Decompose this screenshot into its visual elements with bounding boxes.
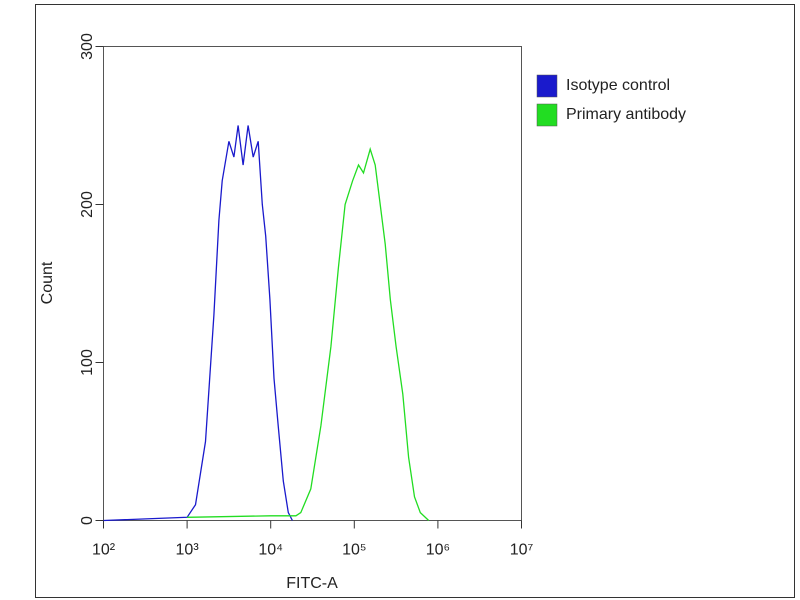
plot-area — [103, 46, 522, 521]
y-tick-label: 0 — [79, 516, 96, 525]
y-tick-label: 200 — [79, 191, 96, 218]
x-axis-label: FITC-A — [286, 575, 338, 592]
x-tick-label: 10⁴ — [258, 542, 283, 559]
legend-swatch — [536, 74, 558, 98]
frame — [35, 4, 795, 598]
legend-label: Isotype control — [566, 77, 670, 94]
histogram-line — [103, 125, 293, 522]
x-tick-label: 10⁶ — [426, 542, 450, 559]
x-tick-label: 10⁵ — [342, 542, 366, 559]
y-tick-label: 300 — [79, 33, 96, 60]
y-axis-label: Count — [39, 261, 56, 304]
x-tick-label: 10² — [92, 542, 116, 559]
legend-swatch — [536, 103, 558, 127]
histogram-line — [187, 146, 430, 521]
y-tick-label: 100 — [79, 349, 96, 376]
x-tick-label: 10⁷ — [510, 542, 534, 559]
x-tick-label: 10³ — [176, 542, 200, 559]
legend-label: Primary antibody — [566, 106, 686, 123]
